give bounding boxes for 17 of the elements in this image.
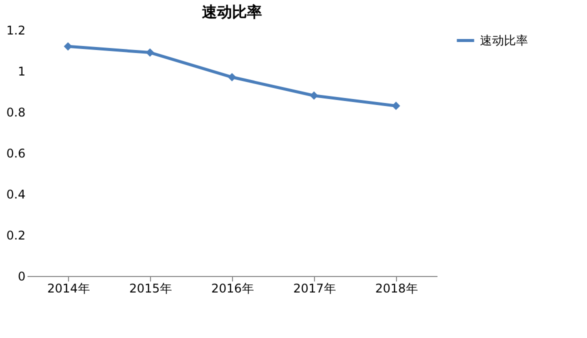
y-tick-label: 1 bbox=[18, 64, 26, 78]
point bbox=[64, 42, 72, 51]
y-tick-label: 0.6 bbox=[6, 146, 26, 160]
chart-title: 速动比率 bbox=[202, 3, 262, 21]
point bbox=[228, 72, 236, 82]
x-tick-label: 2014年 bbox=[47, 282, 90, 296]
x-tick-label: 2018年 bbox=[375, 282, 418, 296]
legend-label: 速动比率 bbox=[480, 34, 528, 48]
x-tick-label: 2015年 bbox=[129, 282, 172, 296]
y-tick-label: 0.4 bbox=[6, 188, 26, 202]
y-tick-label: 0.2 bbox=[6, 228, 26, 242]
y-tick-label: 0 bbox=[18, 270, 26, 284]
y-tick-label: 0.8 bbox=[6, 106, 26, 120]
x-tick-label: 2016年 bbox=[211, 282, 254, 296]
point bbox=[146, 48, 154, 57]
x-tick-label: 2017年 bbox=[293, 282, 336, 296]
y-tick-label: 1.2 bbox=[6, 24, 26, 38]
